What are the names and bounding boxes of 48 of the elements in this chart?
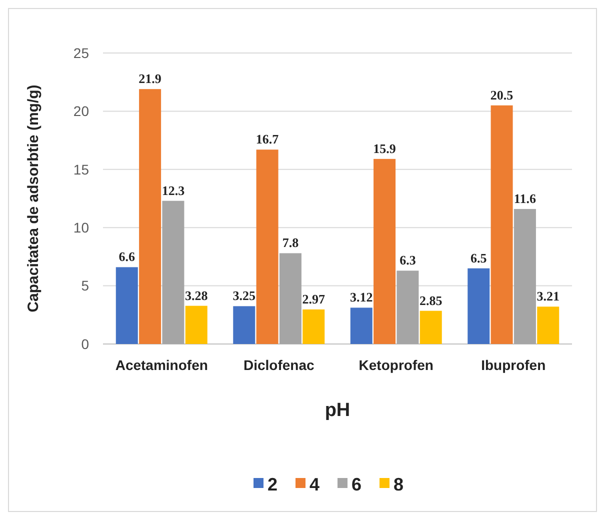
- y-tick-label: 0: [81, 336, 90, 352]
- data-label: 20.5: [490, 87, 514, 102]
- data-label: 12.3: [162, 182, 186, 198]
- bar: [162, 200, 184, 344]
- x-tick-label: Diclofenac: [243, 357, 314, 373]
- bar: [233, 306, 256, 344]
- bar: [514, 208, 536, 344]
- data-label: 11.6: [514, 190, 536, 206]
- data-label: 21.9: [138, 71, 162, 86]
- y-tick-label: 10: [73, 220, 90, 236]
- bar: [420, 310, 442, 344]
- data-label: 3.12: [350, 290, 373, 305]
- data-label: 6.3: [400, 252, 416, 268]
- data-label: 3.28: [184, 288, 208, 303]
- data-label: 16.7: [256, 132, 280, 147]
- bar: [490, 105, 513, 344]
- legend-label: 4: [310, 474, 320, 494]
- bar: [185, 306, 208, 344]
- legend-label: 2: [268, 474, 278, 494]
- bar: [256, 150, 278, 344]
- bar: [302, 309, 325, 344]
- y-tick-label: 5: [81, 278, 90, 294]
- data-label: 3.21: [536, 288, 560, 304]
- bar: [350, 308, 372, 344]
- bar: [537, 306, 560, 344]
- x-axis-title: pH: [324, 400, 350, 421]
- data-label: 6.5: [470, 250, 488, 266]
- data-label: 6.6: [118, 249, 136, 264]
- x-tick-label: Ibuprofen: [481, 357, 546, 373]
- bar: [396, 270, 419, 344]
- x-tick-label: Acetaminofen: [115, 357, 208, 373]
- y-tick-label: 25: [73, 44, 90, 61]
- bar: [279, 253, 302, 344]
- y-tick-label: 15: [73, 161, 90, 178]
- bar: [139, 89, 162, 344]
- x-tick-label: Ketoprofen: [358, 357, 434, 373]
- legend-label: 6: [352, 474, 362, 494]
- data-label: 2.97: [302, 291, 326, 306]
- data-label: 15.9: [373, 140, 396, 156]
- y-tick-label: 20: [73, 103, 90, 120]
- legend-label: 8: [394, 474, 404, 494]
- data-label: 7.8: [282, 235, 300, 250]
- y-axis-title: Capacitatea de adsorbtie (mg/g): [25, 84, 42, 312]
- data-label: 3.25: [232, 288, 256, 304]
- data-label: 2.85: [419, 292, 443, 308]
- bar: [116, 267, 138, 344]
- bar: [468, 268, 490, 344]
- bar: [374, 158, 396, 344]
